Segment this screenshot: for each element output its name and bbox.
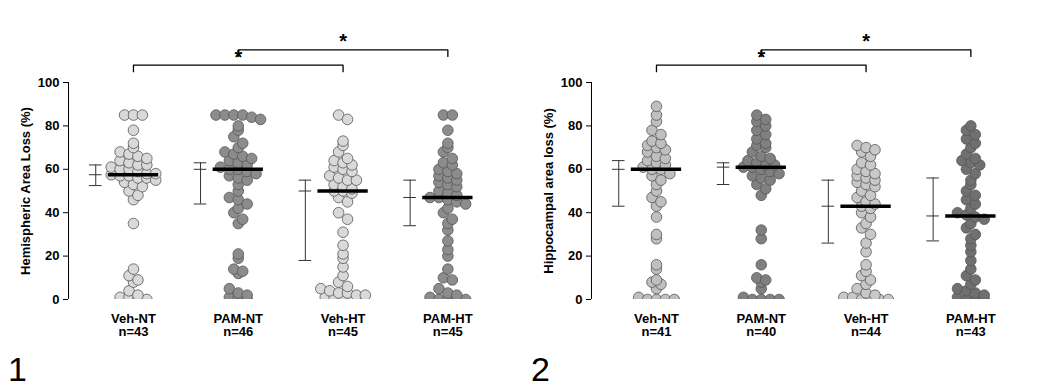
- svg-text:100: 100: [561, 75, 583, 90]
- svg-text:40: 40: [568, 205, 582, 220]
- svg-text:40: 40: [45, 205, 59, 220]
- svg-text:Veh-HTn=45: Veh-HTn=45: [321, 311, 366, 339]
- svg-text:80: 80: [45, 118, 59, 133]
- html-text:1: 1: [8, 350, 27, 388]
- svg-text:PAM-NTn=46: PAM-NTn=46: [213, 311, 263, 339]
- svg-text:Veh-HTn=44: Veh-HTn=44: [844, 311, 889, 339]
- svg-text:100: 100: [38, 75, 60, 90]
- svg-text:PAM-NTn=40: PAM-NTn=40: [736, 311, 786, 339]
- svg-text:*: *: [234, 46, 242, 68]
- svg-text:0: 0: [575, 292, 582, 307]
- svg-text:Hemispheric Area Loss (%): Hemispheric Area Loss (%): [18, 107, 33, 275]
- svg-text:*: *: [862, 30, 870, 52]
- svg-text:*: *: [339, 30, 347, 52]
- html-text:2: 2: [531, 350, 550, 388]
- svg-text:20: 20: [568, 248, 582, 263]
- svg-text:80: 80: [568, 118, 582, 133]
- svg-text:Hippocampal area loss (%): Hippocampal area loss (%): [541, 108, 556, 273]
- svg-text:0: 0: [52, 292, 59, 307]
- svg-text:Veh-NTn=43: Veh-NTn=43: [111, 311, 156, 339]
- svg-text:60: 60: [45, 161, 59, 176]
- svg-text:Veh-NTn=41: Veh-NTn=41: [634, 311, 679, 339]
- svg-text:PAM-HTn=45: PAM-HTn=45: [423, 311, 473, 339]
- svg-text:60: 60: [568, 161, 582, 176]
- svg-text:*: *: [757, 46, 765, 68]
- svg-text:PAM-HTn=43: PAM-HTn=43: [946, 311, 996, 339]
- svg-text:20: 20: [45, 248, 59, 263]
